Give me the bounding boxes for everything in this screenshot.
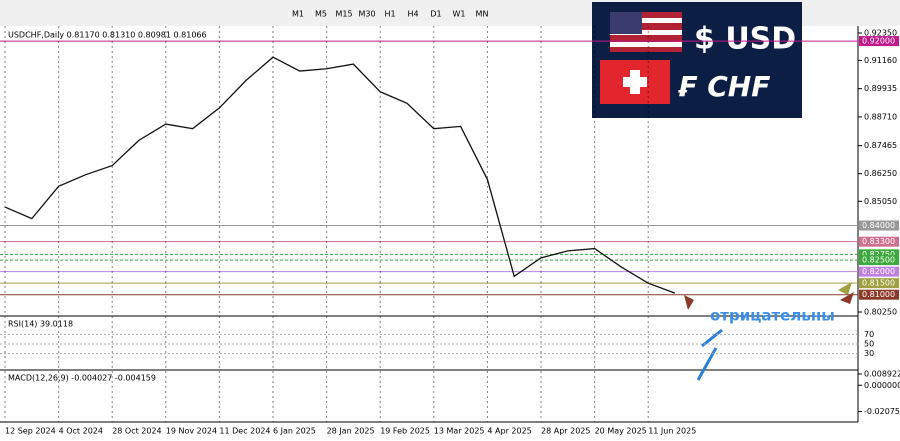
x-tick-label: 11 Dec 2024: [219, 427, 270, 436]
level-label: 0.81500: [862, 279, 895, 288]
x-tick-label: 28 Jan 2025: [327, 427, 375, 436]
arrow: [701, 328, 723, 348]
level-tag: [859, 266, 899, 277]
y-tick-label: 0.87465: [864, 141, 897, 150]
rsi-tick-label: 70: [864, 330, 874, 339]
x-tick-label: 11 Jun 2025: [648, 427, 696, 436]
chart-header: USDCHF,Daily 0.81170 0.81310 0.80981 0.8…: [8, 31, 207, 40]
macd-tick-label: 0.000000: [864, 381, 900, 390]
level-label: 0.84000: [862, 221, 895, 230]
level-label: 0.92000: [862, 37, 895, 46]
level-label: 0.82500: [862, 256, 895, 265]
y-tick-label: 0.91160: [864, 56, 897, 65]
level-tag: [859, 220, 899, 231]
arrow-icon: [684, 295, 694, 310]
price-line: [4, 56, 676, 294]
x-tick-label: 20 May 2025: [595, 427, 647, 436]
y-tick-label: 0.86250: [864, 169, 897, 178]
timeframe-button[interactable]: M1: [292, 10, 304, 19]
macd-label: MACD(12,26,9) -0.004027 -0.004159: [8, 374, 156, 383]
x-tick-label: 4 Oct 2024: [59, 427, 103, 436]
banner: $ USD ₣ CHF: [592, 2, 802, 118]
y-tick-label: 0.88710: [864, 112, 897, 121]
flag-stripe: [610, 30, 682, 35]
annotation: отрицательны: [710, 307, 835, 325]
flag-stripe: [610, 18, 682, 23]
x-tick-label: 4 Apr 2025: [487, 427, 531, 436]
level-tag: [859, 36, 899, 47]
y-tick-label: 0.89935: [864, 84, 897, 93]
x-tick-label: 28 Oct 2024: [112, 427, 161, 436]
level-tag: [859, 255, 899, 266]
timeframe-button[interactable]: H1: [384, 10, 395, 19]
ch-cross: [623, 77, 647, 87]
timeframe-button[interactable]: D1: [430, 10, 441, 19]
rsi-tick-label: 50: [864, 340, 874, 349]
x-tick-label: 19 Nov 2024: [166, 427, 217, 436]
arrow-icon: [838, 282, 852, 295]
y-tick-label: 0.85050: [864, 197, 897, 206]
y-tick-label: 0.80250: [864, 308, 897, 317]
x-tick-label: 13 Mar 2025: [434, 427, 485, 436]
timeframe-button[interactable]: M30: [358, 10, 375, 19]
macd-tick-label: 0.008922: [864, 370, 900, 379]
rsi-label: RSI(14) 39.0118: [8, 320, 73, 329]
chf-text: ₣ CHF: [678, 70, 770, 103]
timeframe-button[interactable]: H4: [407, 10, 418, 19]
y-tick-label: 0.92350: [864, 29, 897, 38]
macd-tick-label: -0.020757: [864, 407, 900, 416]
level-tag: [859, 236, 899, 247]
timeframe-button[interactable]: M5: [315, 10, 327, 19]
level-label: 0.82750: [862, 250, 895, 259]
level-tag: [859, 289, 899, 300]
x-tick-label: 12 Sep 2024: [5, 427, 56, 436]
timeframe-button[interactable]: W1: [453, 10, 466, 19]
level-label: 0.81000: [862, 290, 895, 299]
usd-text: $ USD: [694, 22, 796, 57]
level-tag: [859, 278, 899, 289]
flag-canton: [610, 12, 642, 34]
level-label: 0.83300: [862, 237, 895, 246]
timeframe-button[interactable]: MN: [476, 10, 489, 19]
flag-stripe: [610, 42, 682, 47]
level-tag: [859, 249, 899, 260]
x-tick-label: 28 Apr 2025: [541, 427, 590, 436]
timeframe-button[interactable]: M15: [335, 10, 352, 19]
x-tick-label: 19 Feb 2025: [380, 427, 430, 436]
x-tick-label: 6 Jan 2025: [273, 427, 316, 436]
rsi-tick-label: 30: [864, 349, 874, 358]
level-label: 0.82000: [862, 267, 895, 276]
